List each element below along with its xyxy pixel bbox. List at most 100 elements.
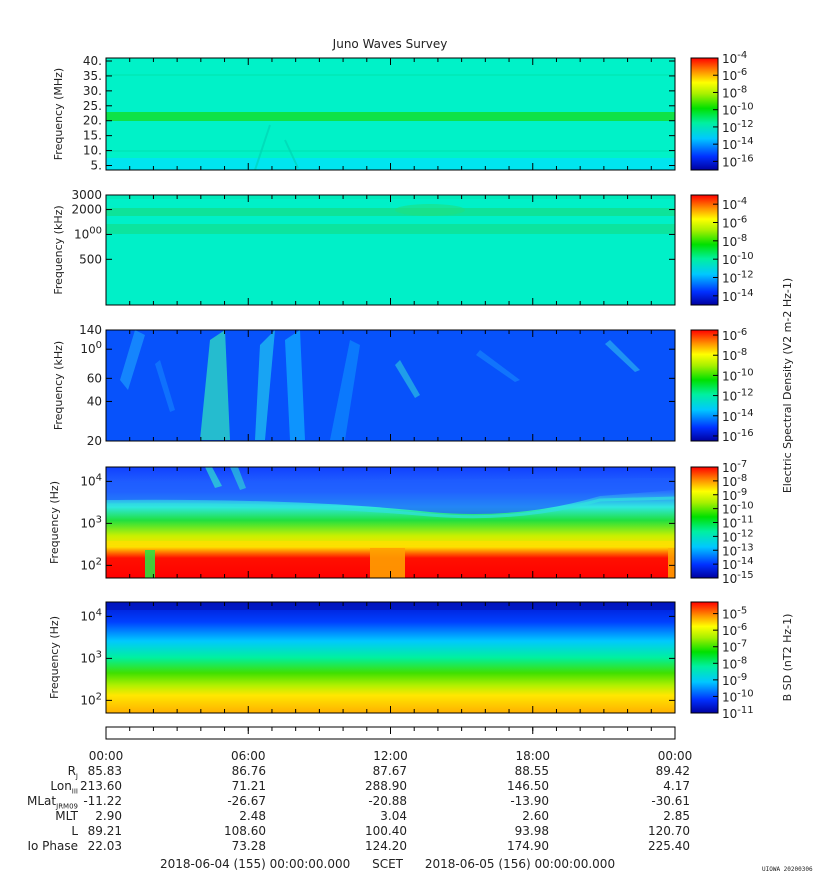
eph-value: 225.40 bbox=[648, 839, 690, 853]
eph-value: 87.67 bbox=[372, 764, 407, 778]
y-tick-label: 60 bbox=[87, 371, 102, 385]
colorbar-tick-label: 10-7 bbox=[722, 639, 747, 655]
panel-5 bbox=[106, 602, 675, 713]
colorbar-tick-label: 10-12 bbox=[722, 119, 754, 135]
y-tick-label: 103 bbox=[80, 649, 102, 665]
colorbar-tick-label: 10-8 bbox=[722, 473, 747, 489]
colorbar-tick-label: 10-10 bbox=[722, 688, 754, 704]
eph-label-l: L bbox=[71, 824, 78, 838]
colorbar-tick-label: 10-6 bbox=[722, 67, 747, 83]
y-tick-label: 40. bbox=[83, 54, 102, 68]
colorbar-tick-label: 10-4 bbox=[722, 196, 747, 212]
colorbar-tick-label: 10-16 bbox=[722, 428, 754, 444]
plot-title: Juno Waves Survey bbox=[332, 37, 448, 51]
eph-value: 93.98 bbox=[514, 824, 549, 838]
y-tick-label: 20 bbox=[87, 434, 102, 448]
colorbar-tick-label: 10-8 bbox=[722, 84, 747, 100]
y-axis-label: Frequency (MHz) bbox=[52, 68, 65, 160]
y-tick-label: 100 bbox=[80, 340, 102, 356]
y-tick-label: 15. bbox=[83, 129, 102, 143]
y-tick-label: 500 bbox=[79, 252, 102, 266]
panel-3 bbox=[106, 330, 675, 441]
y-tick-label: 5. bbox=[91, 159, 102, 173]
y-axis-label: Frequency (kHz) bbox=[52, 341, 65, 430]
colorbar-tick-label: 10-9 bbox=[722, 672, 747, 688]
colorbar-tick-label: 10-8 bbox=[722, 233, 747, 249]
time-tick-label: 06:00 bbox=[231, 749, 266, 763]
y-tick-label: 40 bbox=[87, 394, 102, 408]
eph-value: 2.48 bbox=[239, 809, 266, 823]
colorbar-tick-label: 10-11 bbox=[722, 705, 754, 721]
colorbar-label: Electric Spectral Density (V2 m-2 Hz-1) bbox=[781, 278, 794, 493]
panel-2 bbox=[106, 195, 675, 305]
colorbar-tick-label: 10-10 bbox=[722, 251, 754, 267]
colorbar-tick-label: 10-14 bbox=[722, 556, 754, 572]
eph-label-mlt: MLT bbox=[55, 809, 78, 823]
time-tick-label: 00:00 bbox=[89, 749, 124, 763]
colorbar-tick-label: 10-7 bbox=[722, 459, 747, 475]
eph-value: 89.42 bbox=[655, 764, 690, 778]
colorbar-tick-label: 10-9 bbox=[722, 487, 747, 503]
y-tick-label: 140 bbox=[79, 323, 102, 337]
y-tick-label: 102 bbox=[80, 691, 102, 707]
eph-label-lon: LonIII bbox=[50, 779, 78, 796]
colorbar-tick-label: 10-5 bbox=[722, 606, 747, 622]
y-tick-label: 2000 bbox=[71, 203, 102, 217]
y-tick-label: 102 bbox=[80, 556, 102, 572]
eph-value: 288.90 bbox=[365, 779, 407, 793]
eph-value: 73.28 bbox=[231, 839, 266, 853]
colorbar-tick-label: 10-12 bbox=[722, 528, 754, 544]
colorbar-tick-label: 10-6 bbox=[722, 622, 747, 638]
eph-value: 88.55 bbox=[514, 764, 549, 778]
eph-value: 108.60 bbox=[224, 824, 266, 838]
colorbar-tick-label: 10-16 bbox=[722, 153, 754, 169]
y-tick-label: 30. bbox=[83, 84, 102, 98]
time-range-footer: 2018-06-04 (155) 00:00:00.000 SCET 2018-… bbox=[160, 857, 633, 871]
eph-value: 2.90 bbox=[95, 809, 122, 823]
y-tick-label: 35. bbox=[83, 69, 102, 83]
start-time: 2018-06-04 (155) 00:00:00.000 bbox=[160, 857, 351, 871]
eph-value: 2.85 bbox=[663, 809, 690, 823]
time-tick-label: 00:00 bbox=[658, 749, 693, 763]
colorbar-tick-label: 10-14 bbox=[722, 408, 754, 424]
eph-value: 22.03 bbox=[87, 839, 122, 853]
eph-value: 100.40 bbox=[365, 824, 407, 838]
y-axis-label: Frequency (Hz) bbox=[48, 481, 61, 564]
colorbar-5 bbox=[690, 601, 719, 714]
panel-1 bbox=[106, 58, 675, 171]
y-axis-label: Frequency (kHz) bbox=[52, 205, 65, 294]
eph-value: -26.67 bbox=[227, 794, 266, 808]
y-tick-label: 1000 bbox=[74, 225, 102, 241]
colorbar-tick-label: 10-8 bbox=[722, 655, 747, 671]
end-time: 2018-06-05 (156) 00:00:00.000 bbox=[424, 857, 616, 871]
eph-label-io-phase: Io Phase bbox=[27, 839, 78, 853]
colorbar-tick-label: 10-15 bbox=[722, 570, 754, 586]
credit-stamp: UIOWA 20200306 bbox=[762, 866, 813, 873]
y-tick-label: 103 bbox=[80, 514, 102, 530]
panel-4 bbox=[105, 467, 676, 578]
colorbar-tick-label: 10-12 bbox=[722, 270, 754, 286]
eph-value: 4.17 bbox=[663, 779, 690, 793]
colorbar-tick-label: 10-6 bbox=[722, 215, 747, 231]
eph-value: 174.90 bbox=[507, 839, 549, 853]
eph-value: -20.88 bbox=[368, 794, 407, 808]
colorbar-tick-label: 10-14 bbox=[722, 136, 754, 152]
colorbar-tick-label: 10-11 bbox=[722, 515, 754, 531]
eph-value: 89.21 bbox=[87, 824, 122, 838]
colorbar-tick-label: 10-14 bbox=[722, 288, 754, 304]
eph-value: 124.20 bbox=[365, 839, 407, 853]
colorbar-tick-label: 10-10 bbox=[722, 367, 754, 383]
time-tick-label: 18:00 bbox=[515, 749, 550, 763]
eph-value: -13.90 bbox=[510, 794, 549, 808]
y-tick-label: 25. bbox=[83, 99, 102, 113]
eph-value: 3.04 bbox=[380, 809, 407, 823]
colorbar-tick-label: 10-13 bbox=[722, 542, 754, 558]
colorbar-1 bbox=[690, 57, 719, 171]
eph-value: 146.50 bbox=[507, 779, 549, 793]
colorbar-2 bbox=[690, 194, 719, 306]
colorbar-tick-label: 10-10 bbox=[722, 501, 754, 517]
eph-value: 71.21 bbox=[231, 779, 266, 793]
eph-label-rj: RJ bbox=[67, 764, 78, 781]
eph-value: 120.70 bbox=[648, 824, 690, 838]
